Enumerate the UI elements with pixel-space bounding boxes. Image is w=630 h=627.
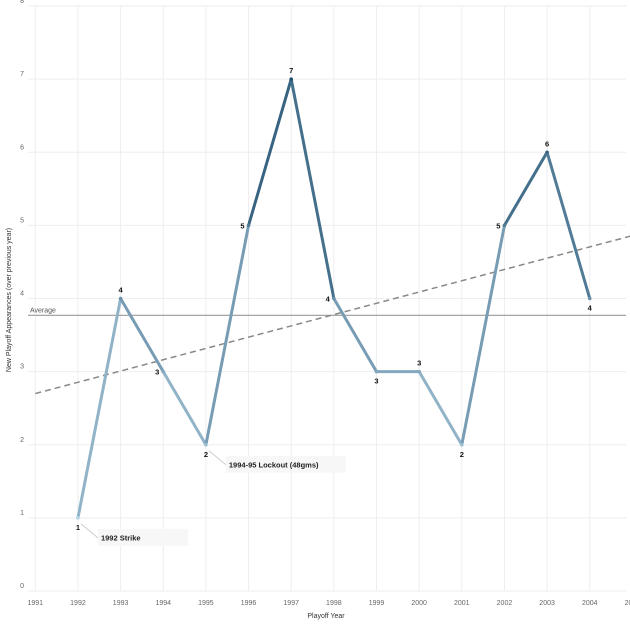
series-segment <box>161 370 208 447</box>
series-segment <box>417 370 464 447</box>
annotation-text: 1992 Strike <box>101 533 141 542</box>
data-point <box>502 223 507 228</box>
data-point <box>289 77 294 81</box>
y-tick-label: 3 <box>20 364 24 371</box>
annotation-leader <box>208 450 227 466</box>
x-tick-label: 2001 <box>454 600 470 607</box>
y-tick-label: 5 <box>20 217 24 224</box>
series-line-layer <box>76 77 592 520</box>
data-label: 5 <box>240 221 244 230</box>
y-tick-label: 4 <box>20 291 24 298</box>
series-segment <box>204 223 251 447</box>
data-point <box>417 369 421 374</box>
trend-line <box>35 235 630 395</box>
series-segment <box>545 150 592 300</box>
reference-layer: Average <box>28 235 630 395</box>
grid-layer <box>28 5 626 592</box>
data-label: 6 <box>545 139 549 148</box>
annotation-leader <box>80 523 99 539</box>
annotation-box <box>225 455 346 473</box>
data-label: 4 <box>326 295 331 304</box>
data-label: 5 <box>496 221 500 230</box>
x-tick-label: 1992 <box>70 600 86 607</box>
x-tick-label: 2003 <box>539 600 555 607</box>
data-label: 3 <box>374 377 378 386</box>
data-label: 1 <box>76 523 80 532</box>
annotation-box <box>97 528 188 546</box>
x-tick-label: 2004 <box>582 600 598 607</box>
series-segment <box>289 77 336 300</box>
data-point <box>76 516 80 520</box>
series-segment <box>460 223 506 447</box>
x-tick-label: 1999 <box>369 600 385 607</box>
x-tick-label: 2005 <box>625 600 630 607</box>
data-point <box>460 442 464 447</box>
data-point <box>545 150 549 155</box>
annotation-text: 1994-95 Lockout (48gms) <box>229 460 319 469</box>
series-segment <box>247 77 293 227</box>
annotation-layer: 1992 Strike 1994-95 Lockout (48gms) <box>80 450 346 546</box>
data-point <box>587 296 592 301</box>
x-tick-label: 2000 <box>411 600 427 607</box>
x-tick-label: 1996 <box>241 600 257 607</box>
x-tick-label: 1997 <box>283 600 299 607</box>
data-point <box>246 223 251 228</box>
y-tick-label: 2 <box>20 437 24 444</box>
data-label: 2 <box>460 450 464 459</box>
y-tick-label: 8 <box>20 0 24 5</box>
axis-layer: 0 1 2 3 4 5 6 7 8 1991 1992 1993 1994 1995 1996 1997 199… <box>20 0 630 607</box>
data-label: 4 <box>588 304 593 313</box>
x-tick-label: 1993 <box>113 600 129 607</box>
data-point <box>204 442 208 447</box>
x-tick-label: 1994 <box>155 600 171 607</box>
data-label: 3 <box>155 368 159 377</box>
x-tick-label: 2002 <box>497 600 513 607</box>
data-point <box>161 369 166 374</box>
y-tick-label: 6 <box>20 144 24 151</box>
x-axis-title: Playoff Year <box>307 613 345 620</box>
series-segment <box>502 150 549 227</box>
data-point <box>374 369 379 374</box>
data-label: 2 <box>204 450 208 459</box>
data-label-layer: 1 4 3 2 5 7 4 3 3 2 5 6 4 <box>76 66 593 532</box>
data-label: 7 <box>289 66 293 75</box>
y-tick-label: 7 <box>20 71 24 78</box>
y-tick-label: 1 <box>20 510 24 517</box>
series-segment <box>76 297 123 520</box>
data-point <box>332 296 336 301</box>
series-segment <box>119 297 165 374</box>
x-tick-label: 1991 <box>28 600 44 607</box>
data-label: 3 <box>417 359 421 368</box>
x-tick-label: 1998 <box>326 600 342 607</box>
average-label: Average <box>30 307 56 314</box>
y-axis-title: New Playoff Appearances (over previous y… <box>6 228 13 372</box>
x-tick-label: 1995 <box>198 600 214 607</box>
y-tick-label: 0 <box>20 583 24 590</box>
series-segment <box>332 297 378 374</box>
data-point <box>118 296 123 301</box>
data-label: 4 <box>119 286 124 295</box>
